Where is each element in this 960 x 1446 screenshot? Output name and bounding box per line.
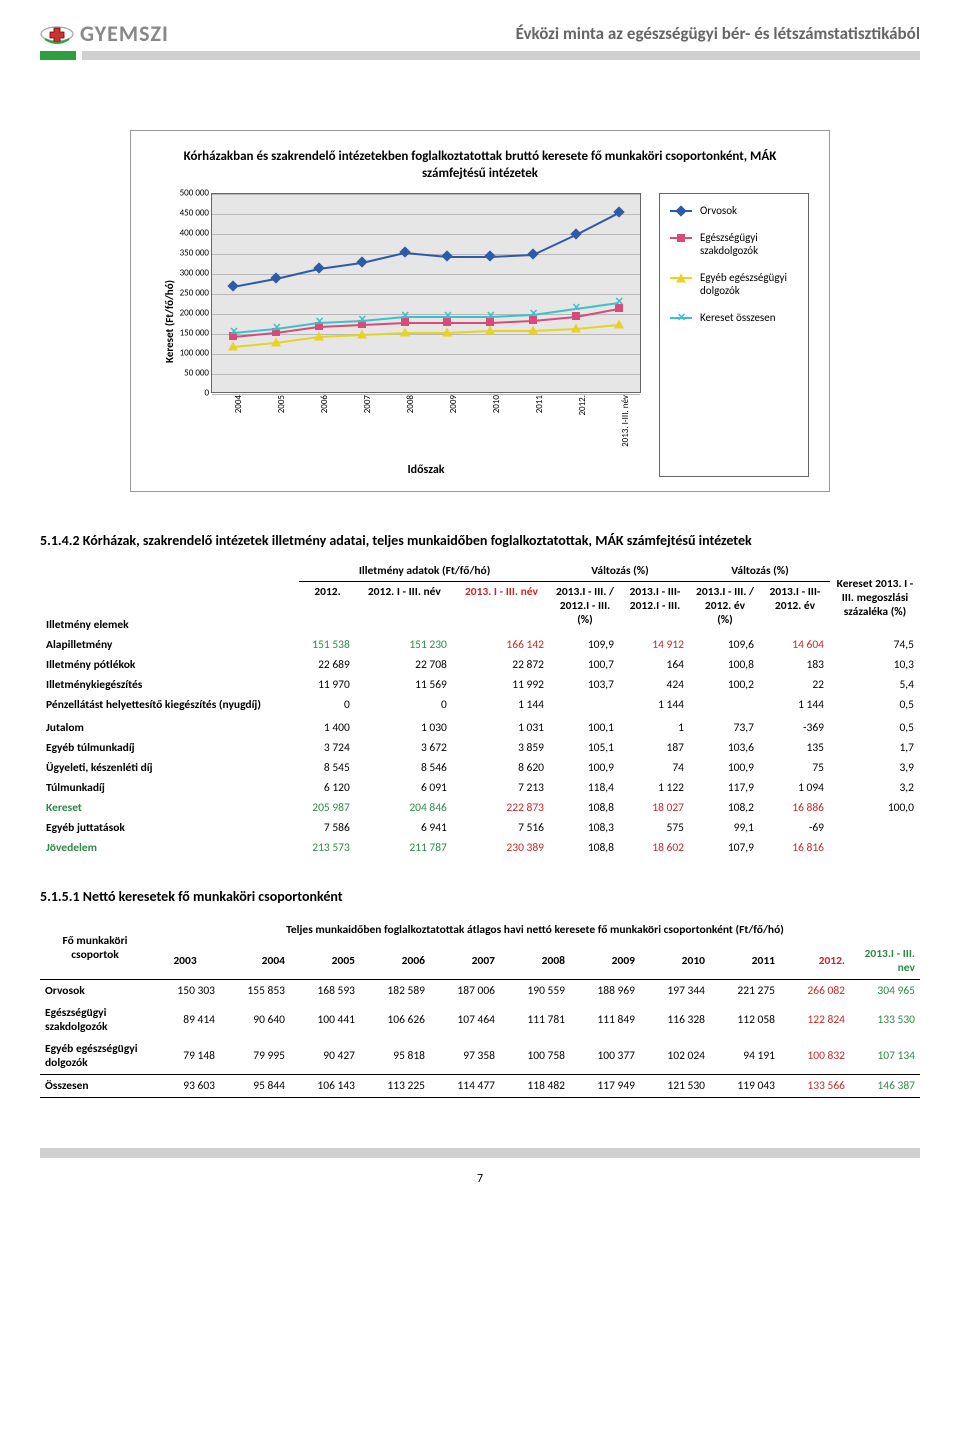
chart-plot-area: Kereset (Ft/fő/hó) 050 000100 000150 000… <box>151 193 641 477</box>
t1-col-v3: 2013.I - III. / 2012. év (%) <box>690 581 760 635</box>
t1-colgroup3: Változás (%) <box>690 561 830 582</box>
page-root: GYEMSZI Évközi minta az egészségügyi bér… <box>0 0 960 1226</box>
table2: Fő munkaköri csoportok Teljes munkaidőbe… <box>40 917 920 1098</box>
chart-container: Kórházakban és szakrendelő intézetekben … <box>130 130 830 492</box>
t2-title: Teljes munkaidőben foglalkoztatottak átl… <box>150 917 920 943</box>
t1-col-2012n: 2012. I - III. név <box>356 581 453 635</box>
table1: Illetmény elemek Illetmény adatok (Ft/fő… <box>40 561 920 858</box>
table-row: Ügyeleti, készenléti díj8 5458 5468 6201… <box>40 758 920 778</box>
footer-sep <box>40 1148 920 1158</box>
t1-col-elemek: Illetmény elemek <box>40 561 299 635</box>
header-sep <box>40 51 920 60</box>
table-row: Jutalom1 4001 0301 031100,1173,7-3690,5 <box>40 715 920 738</box>
logo: GYEMSZI <box>40 20 169 47</box>
table-row: Jövedelem213 573211 787230 389108,818 60… <box>40 838 920 858</box>
table-row: Pénzellátást helyettesítő kiegészítés (n… <box>40 695 920 715</box>
section2-heading: 5.1.5.1 Nettó keresetek fő munkaköri cso… <box>40 888 920 905</box>
chart-canvas: ✕✕✕✕✕✕✕✕✕✕ <box>211 193 641 393</box>
table-row: Egészségügyi szakdolgozók89 41490 640100… <box>40 1002 920 1038</box>
page-header: GYEMSZI Évközi minta az egészségügyi bér… <box>40 20 920 47</box>
table-row: Orvosok150 303155 853168 593182 589187 0… <box>40 979 920 1002</box>
table-row: Egyéb egészségügyi dolgozók79 14879 9959… <box>40 1038 920 1075</box>
logo-icon <box>40 21 74 47</box>
t1-col-2013n: 2013. I - III. név <box>453 581 550 635</box>
page-number: 7 <box>40 1172 920 1186</box>
chart-legend: OrvosokEgészségügyi szakdolgozókEgyéb eg… <box>659 193 809 477</box>
chart-xtick-row: 200420052006200720082009201020112012.201… <box>211 395 641 455</box>
chart-title: Kórházakban és szakrendelő intézetekben … <box>151 149 809 183</box>
t1-col-v1: 2013.I - III. / 2012.I - III. (%) <box>550 581 620 635</box>
table-row: Összesen93 60395 844106 143113 225114 47… <box>40 1074 920 1097</box>
site-title: Évközi minta az egészségügyi bér- és lét… <box>199 23 920 44</box>
t1-colgroup2: Változás (%) <box>550 561 690 582</box>
t1-col-2012: 2012. <box>299 581 356 635</box>
t1-col-v2: 2013.I - III-2012.I - III. <box>620 581 690 635</box>
chart-xlabel: Időszak <box>211 463 641 477</box>
t2-col-groups: Fő munkaköri csoportok <box>40 917 150 980</box>
table-row: Túlmunkadíj6 1206 0917 213118,41 122117,… <box>40 778 920 798</box>
table-row: Egyéb túlmunkadíj3 7243 6723 859105,1187… <box>40 738 920 758</box>
table-row: Kereset205 987204 846222 873108,818 0271… <box>40 798 920 818</box>
table-row: Egyéb juttatások7 5866 9417 516108,35759… <box>40 818 920 838</box>
t1-col-v4: 2013.I - III-2012. év <box>760 581 830 635</box>
logo-text: GYEMSZI <box>80 20 169 47</box>
t1-col-share: Kereset 2013. I - III. megoszlási százal… <box>830 561 920 635</box>
table-row: Alapilletmény151 538151 230166 142109,91… <box>40 635 920 655</box>
chart-ytick-col: 050 000100 000150 000200 000250 000300 0… <box>171 193 209 393</box>
t1-colgroup1: Illetmény adatok (Ft/fő/hó) <box>299 561 550 582</box>
table-row: Illetménykiegészítés11 97011 56911 99210… <box>40 675 920 695</box>
table-row: Illetmény pótlékok22 68922 70822 872100,… <box>40 655 920 675</box>
section1-heading: 5.1.4.2 Kórházak, szakrendelő intézetek … <box>40 532 920 549</box>
